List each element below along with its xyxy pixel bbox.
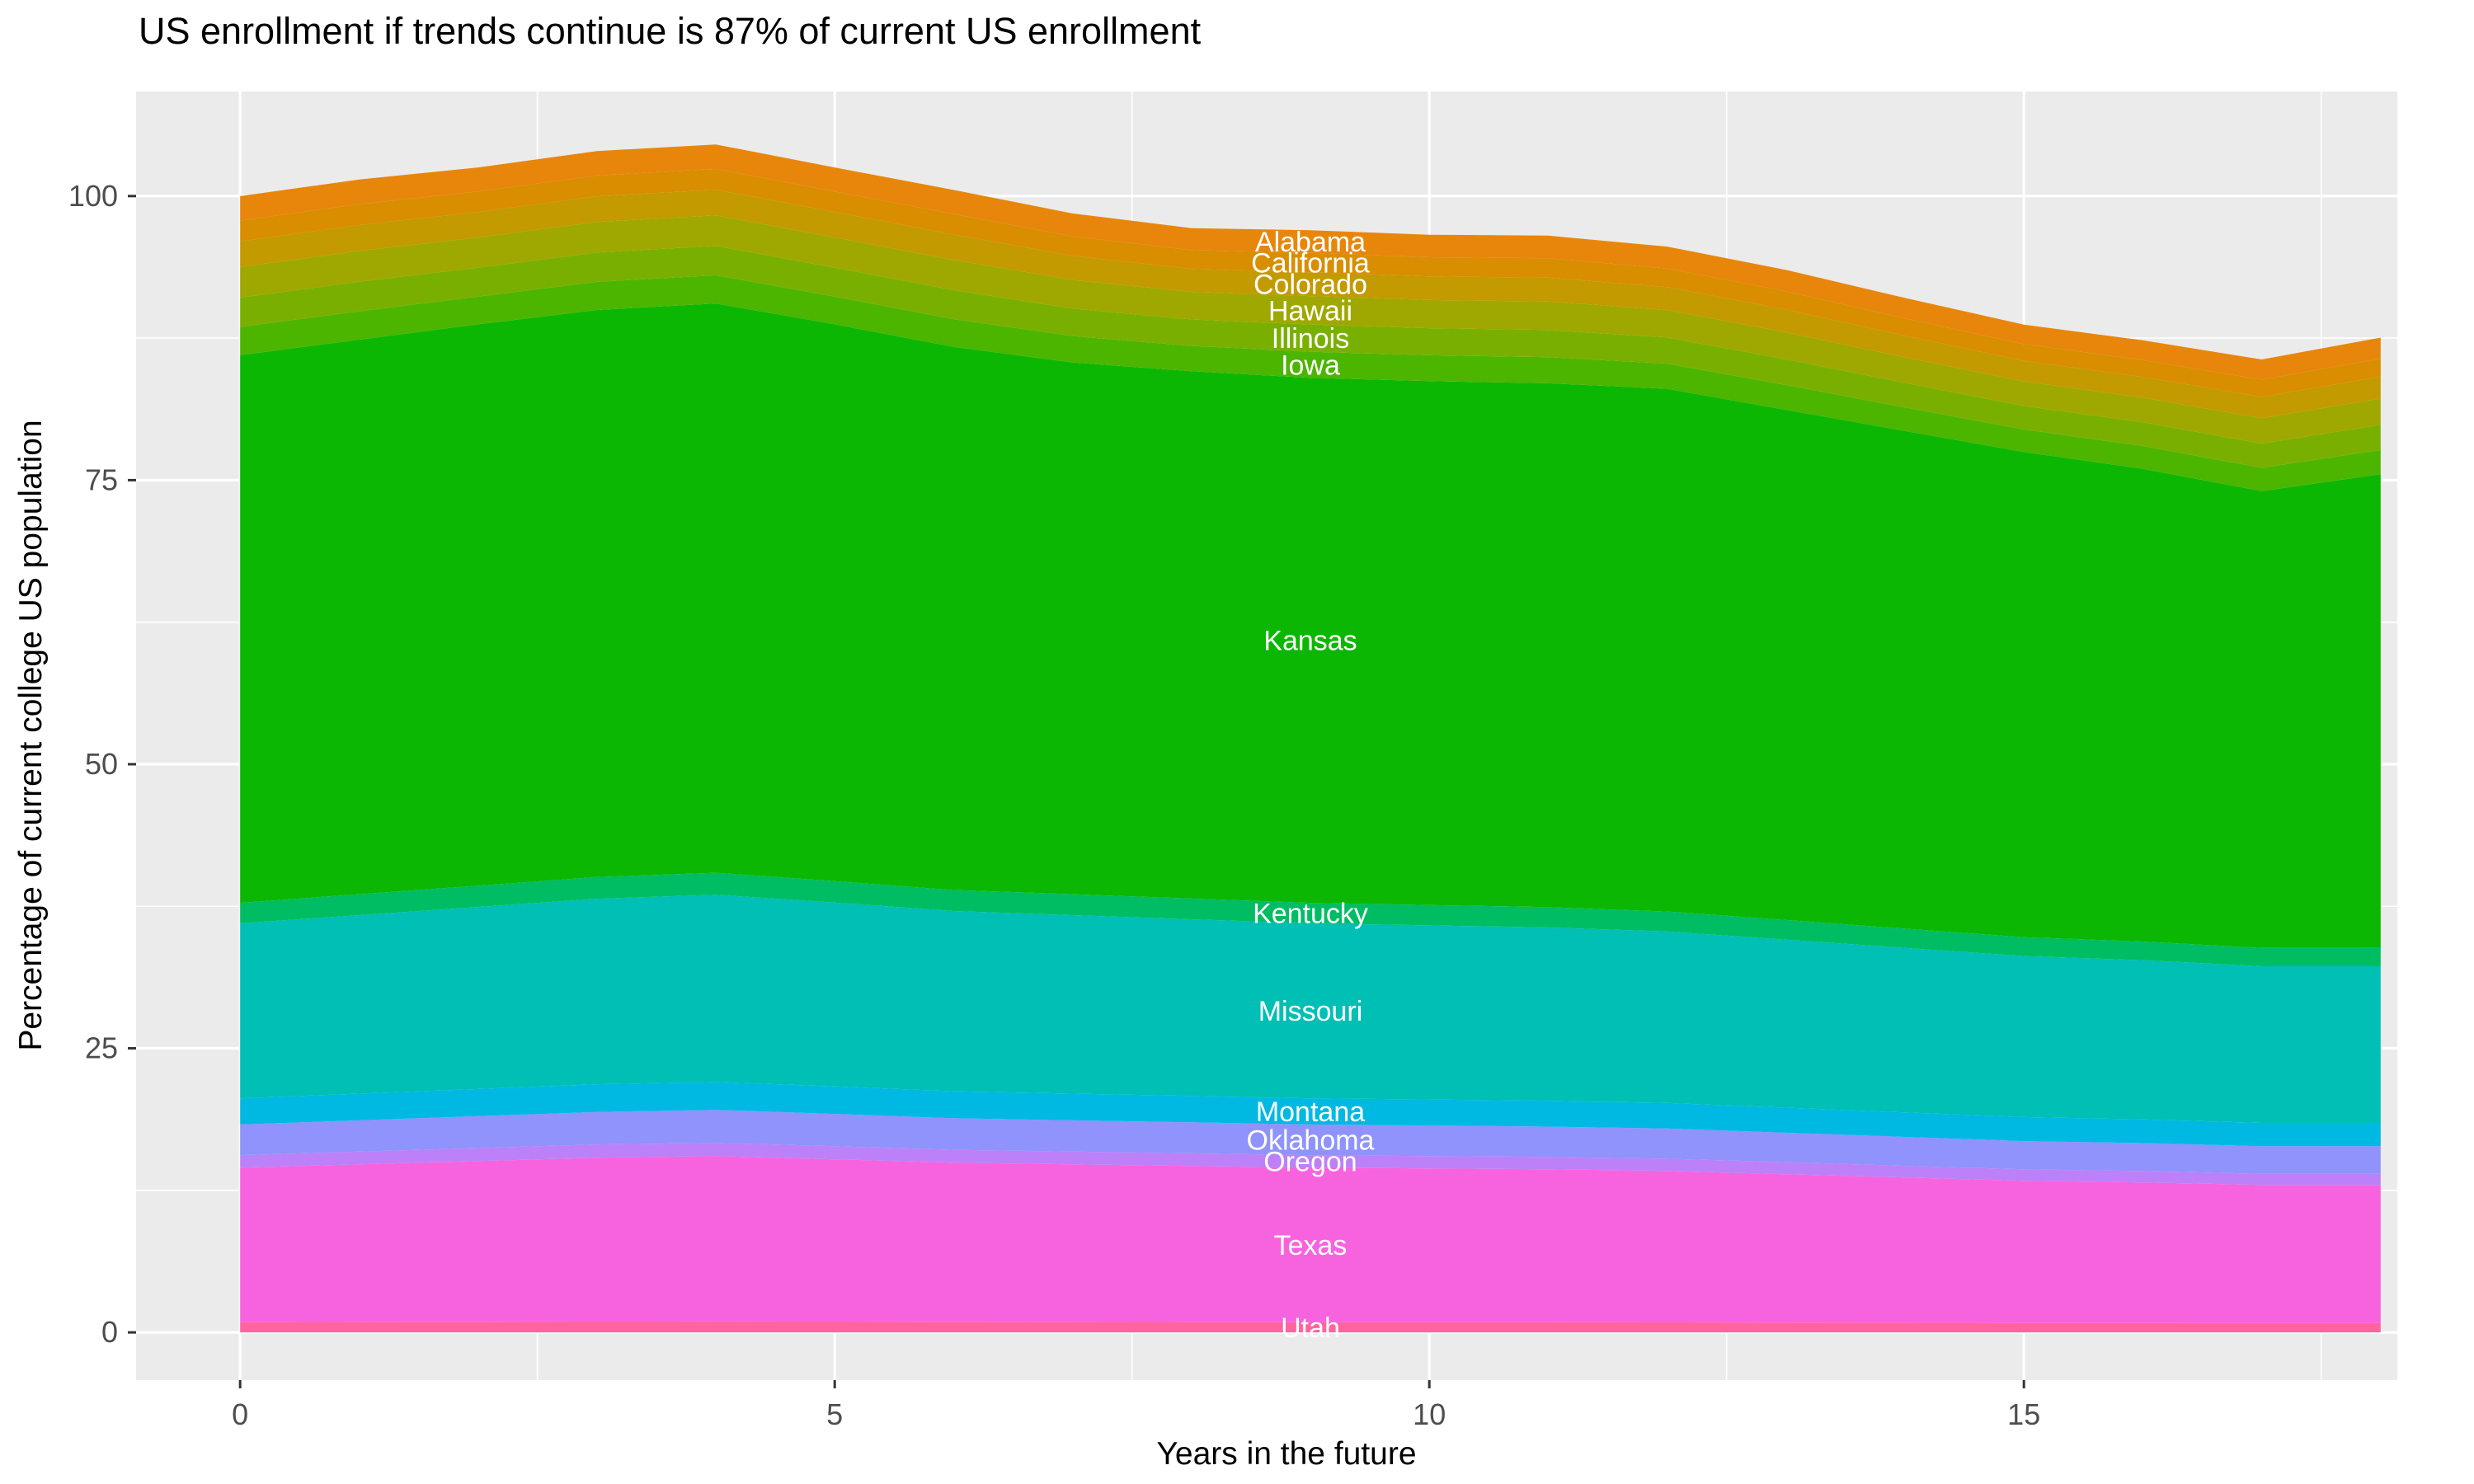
area-hawaii <box>240 215 2381 444</box>
area-label-alabama: Alabama <box>1255 227 1366 258</box>
area-label-kansas: Kansas <box>1263 626 1357 657</box>
y-axis-title: Percentage of current college US populat… <box>13 420 49 1051</box>
area-texas <box>240 1156 2381 1323</box>
area-label-california: California <box>1251 247 1370 279</box>
area-montana <box>240 1082 2381 1147</box>
y-axis-tick-label: 75 <box>85 463 118 496</box>
y-axis-tick-label: 50 <box>85 747 118 781</box>
area-label-colorado: Colorado <box>1253 270 1367 301</box>
area-label-utah: Utah <box>1281 1313 1340 1344</box>
area-label-illinois: Illinois <box>1272 323 1349 355</box>
x-axis-tick-label: 5 <box>826 1397 843 1431</box>
area-oklahoma <box>240 1110 2381 1174</box>
area-label-kentucky: Kentucky <box>1253 899 1368 930</box>
area-kentucky <box>240 872 2381 966</box>
x-axis-title: Years in the future <box>1156 1436 1417 1472</box>
y-axis-tick-label: 25 <box>85 1031 118 1065</box>
chart-title: US enrollment if trends continue is 87% … <box>139 10 1202 52</box>
area-alabama <box>240 144 2381 380</box>
area-label-texas: Texas <box>1274 1230 1348 1261</box>
y-axis-tick-label: 0 <box>101 1315 118 1349</box>
x-axis-tick-label: 15 <box>2007 1397 2040 1431</box>
area-utah <box>240 1321 2381 1333</box>
area-colorado <box>240 190 2381 419</box>
area-iowa <box>240 275 2381 491</box>
area-illinois <box>240 246 2381 468</box>
area-oregon <box>240 1143 2381 1186</box>
area-kansas <box>240 303 2381 948</box>
x-axis-tick-label: 0 <box>232 1397 248 1431</box>
area-missouri <box>240 895 2381 1123</box>
area-label-montana: Montana <box>1256 1097 1365 1128</box>
area-california <box>240 168 2381 397</box>
area-label-oregon: Oregon <box>1263 1147 1357 1178</box>
area-label-missouri: Missouri <box>1258 996 1363 1027</box>
area-label-hawaii: Hawaii <box>1268 295 1352 326</box>
area-label-iowa: Iowa <box>1281 350 1340 381</box>
y-axis-tick-label: 100 <box>68 179 118 213</box>
x-axis-tick-label: 10 <box>1413 1397 1446 1431</box>
area-label-oklahoma: Oklahoma <box>1247 1125 1375 1156</box>
